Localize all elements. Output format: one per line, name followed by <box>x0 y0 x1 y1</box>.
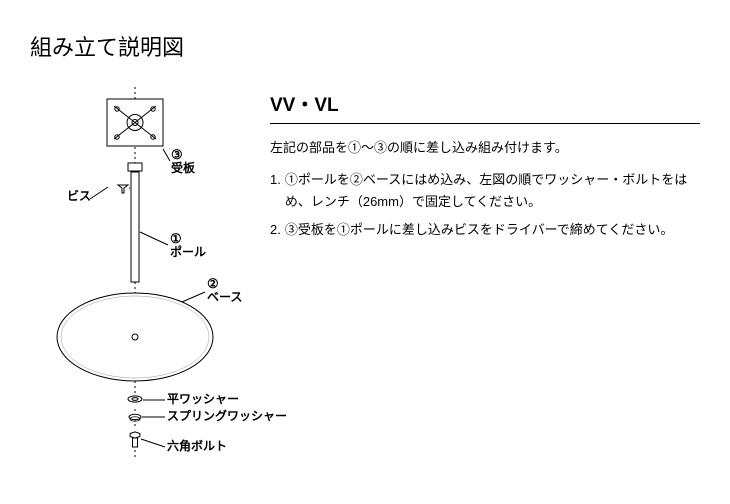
label-base: ② ベース <box>207 277 242 304</box>
page-title: 組み立て説明図 <box>30 30 700 62</box>
step-item: 2.③受板を①ポールに差し込みビスをドライバーで締めてください。 <box>270 219 700 241</box>
section-divider <box>270 123 700 124</box>
label-hex-bolt: 六角ボルト <box>167 440 227 453</box>
step-number: 1. <box>270 169 281 213</box>
label-flat-washer: 平ワッシャー <box>167 393 239 406</box>
step-text: ①ポールを②ベースにはめ込み、左図の順でワッシャー・ボルトをはめ、レンチ（26m… <box>285 169 700 213</box>
content-row: ③ 受板 ビス ① ポール ② ベース 平ワッシャー スプリングワッシャー 六角… <box>30 82 700 482</box>
step-item: 1.①ポールを②ベースにはめ込み、左図の順でワッシャー・ボルトをはめ、レンチ（2… <box>270 169 700 213</box>
step-text: ③受板を①ポールに差し込みビスをドライバーで締めてください。 <box>285 219 700 241</box>
label-bis: ビス <box>67 190 91 203</box>
steps-list: 1.①ポールを②ベースにはめ込み、左図の順でワッシャー・ボルトをはめ、レンチ（2… <box>270 169 700 241</box>
label-pole-text: ポール <box>170 245 206 259</box>
label-uke-ita-text: 受板 <box>171 161 195 175</box>
label-pole: ① ポール <box>170 232 206 259</box>
label-uke-ita: ③ 受板 <box>171 148 195 175</box>
instructions-column: VV・VL 左記の部品を①〜③の順に差し込み組み付けます。 1.①ポールを②ベー… <box>270 82 700 482</box>
assembly-diagram: ③ 受板 ビス ① ポール ② ベース 平ワッシャー スプリングワッシャー 六角… <box>30 82 250 482</box>
label-spring-washer: スプリングワッシャー <box>167 410 287 423</box>
label-base-text: ベース <box>207 290 242 304</box>
product-code: VV・VL <box>270 90 700 117</box>
label-base-num: ② <box>207 277 242 291</box>
intro-text: 左記の部品を①〜③の順に差し込み組み付けます。 <box>270 138 700 159</box>
step-number: 2. <box>270 219 281 241</box>
